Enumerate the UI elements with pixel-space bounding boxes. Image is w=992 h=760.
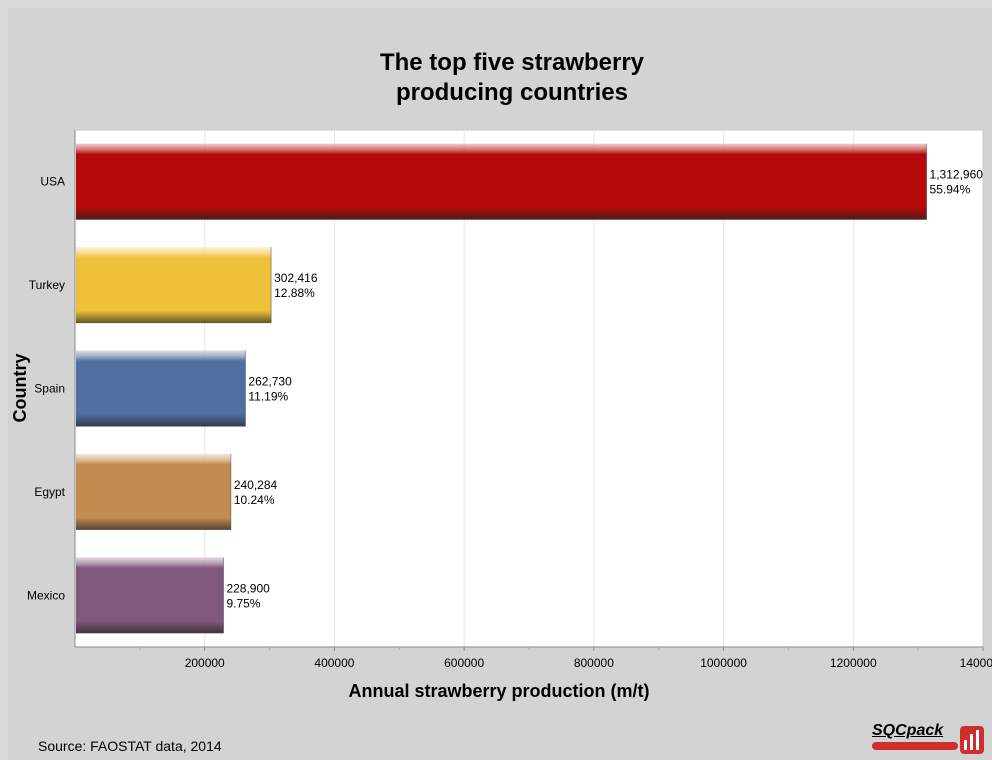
y-axis-title: Country [10,354,30,423]
chart-title: The top five strawberry producing countr… [0,48,992,108]
category-label: Spain [34,382,65,396]
x-tick-label: 1400000 [960,656,992,670]
x-axis-title: Annual strawberry production (m/t) [348,681,649,701]
value-label: 302,416 [274,271,318,285]
chart-title-line-1: The top five strawberry [379,49,645,76]
bar-egypt [76,453,231,530]
logo-text: SQCpack [872,722,944,739]
bar-turkey [76,247,272,324]
chart-title-line-2: producing countries [395,79,628,106]
percent-label: 55.94% [930,183,971,197]
percent-label: 12.88% [274,286,315,300]
category-label: Egypt [34,485,65,499]
percent-label: 11.19% [248,390,288,404]
value-label: 262,730 [248,375,292,389]
x-tick-label: 200000 [185,656,225,670]
logo-chart-icon [960,726,984,754]
logo-swoosh [872,742,958,750]
x-tick-label: 1000000 [700,656,747,670]
x-tick-label: 400000 [314,656,354,670]
bar-spain [76,350,246,427]
x-tick-label: 800000 [574,656,614,670]
bar-mexico [76,557,224,634]
percent-label: 9.75% [226,596,260,610]
category-label: USA [40,175,65,189]
value-label: 1,312,960 [930,168,984,182]
value-label: 228,900 [226,581,270,595]
category-label: Mexico [27,588,65,602]
x-tick-label: 1200000 [830,656,877,670]
category-label: Turkey [29,278,65,292]
x-tick-label: 600000 [444,656,484,670]
percent-label: 10.24% [234,493,275,507]
bar-usa [76,143,927,220]
sqcpack-logo: SQCpack [872,722,988,756]
value-label: 240,284 [234,478,278,492]
source-note: Source: FAOSTAT data, 2014 [38,738,222,754]
